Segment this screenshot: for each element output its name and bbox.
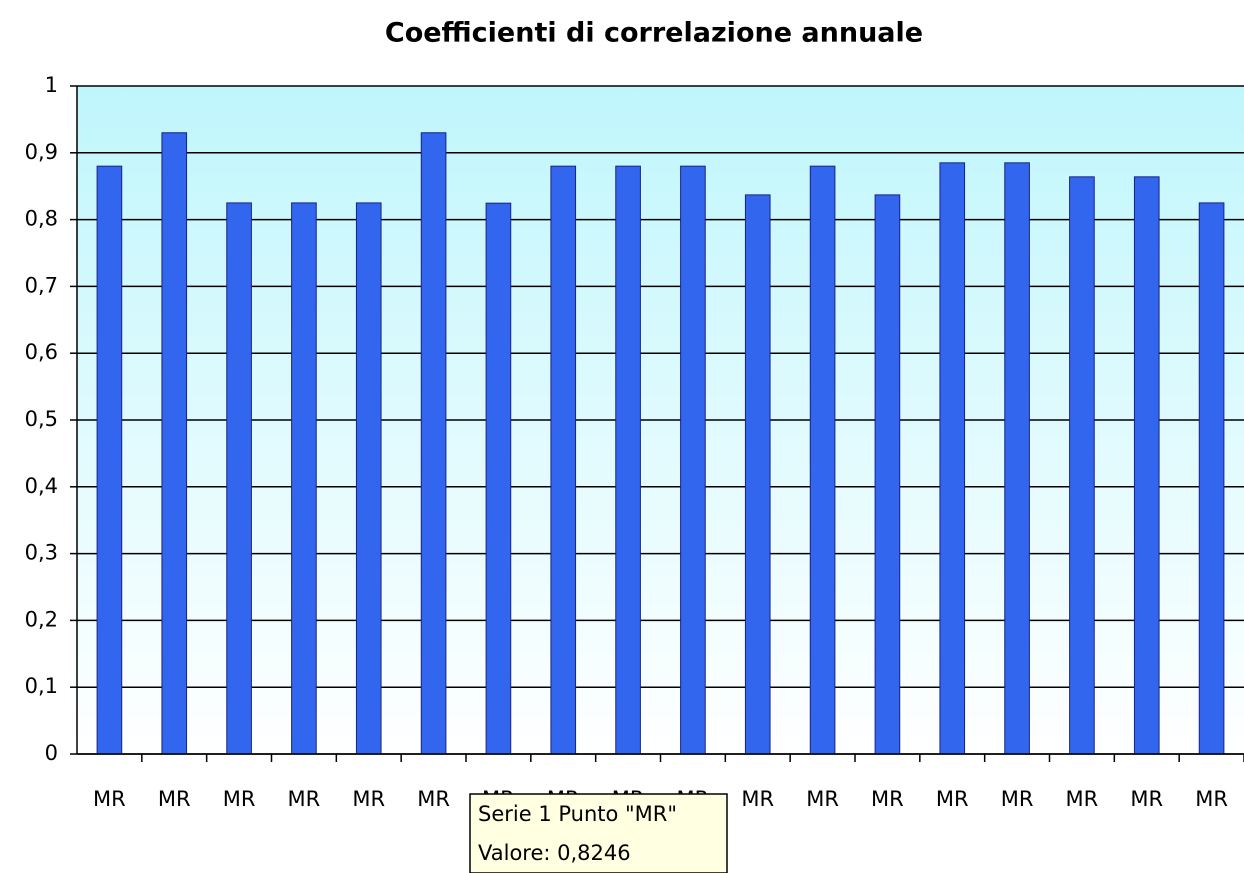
y-tick-label: 0,3 (25, 541, 58, 565)
x-tick-label: MR (417, 787, 450, 811)
x-tick-label: MR (936, 787, 969, 811)
bar (809, 165, 836, 755)
y-tick-label: 0 (45, 741, 58, 765)
bar (355, 202, 382, 755)
y-tick-label: 0,7 (25, 273, 58, 297)
x-tick-label: MR (1130, 787, 1163, 811)
bar (161, 132, 188, 755)
x-tick-label: MR (1195, 787, 1228, 811)
y-tick-label: 0,6 (25, 340, 58, 364)
bar (96, 165, 123, 755)
tooltip-line: Serie 1 Punto "MR" (478, 802, 677, 826)
tooltip: Serie 1 Punto "MR" Valore: 0,8246 (469, 793, 728, 873)
x-tick-label: MR (223, 787, 256, 811)
bar (1198, 202, 1225, 755)
bar (1004, 162, 1030, 755)
y-tick-label: 1 (45, 73, 58, 97)
bar (744, 194, 771, 755)
y-tick-label: 0,8 (25, 207, 58, 231)
y-tick-label: 0,1 (25, 674, 58, 698)
x-tick-label: MR (288, 787, 321, 811)
bar (226, 202, 252, 755)
y-tick-label: 0,5 (25, 407, 58, 431)
bar (1133, 176, 1160, 755)
bar (680, 165, 706, 755)
y-tick-label: 0,2 (25, 607, 58, 631)
x-tick-label: MR (352, 787, 385, 811)
chart-title: Coefficienti di correlazione annuale (385, 18, 923, 49)
bar (550, 165, 577, 755)
x-tick-label: MR (1001, 787, 1034, 811)
x-tick-label: MR (93, 787, 126, 811)
tooltip-line: Valore: 0,8246 (478, 841, 631, 865)
bar (874, 194, 901, 755)
y-tick-label: 0,9 (25, 140, 58, 164)
bar (291, 202, 317, 755)
bar (615, 165, 641, 755)
x-tick-label: MR (1066, 787, 1099, 811)
bar (1069, 176, 1095, 755)
tooltip-box (469, 793, 728, 873)
bar (420, 132, 447, 755)
x-tick-label: MR (741, 787, 774, 811)
bar (939, 162, 966, 755)
y-tick-label: 0,4 (25, 474, 58, 498)
x-tick-label: MR (806, 787, 839, 811)
x-tick-label: MR (871, 787, 904, 811)
x-tick-label: MR (158, 787, 191, 811)
bar (485, 202, 512, 755)
